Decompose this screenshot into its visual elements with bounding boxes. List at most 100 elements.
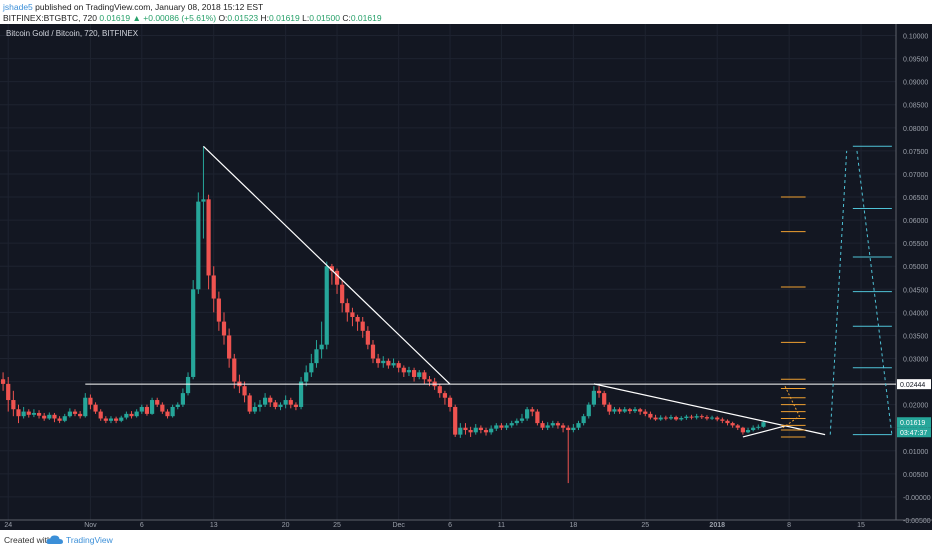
candle-up [494, 425, 499, 429]
candles [0, 146, 766, 484]
candle-down [596, 390, 602, 394]
y-tick-label: 0.03500 [903, 333, 928, 340]
candle-up [406, 370, 412, 373]
descending-trendline [203, 145, 451, 385]
low-label: L: [302, 13, 310, 23]
candle-up [257, 404, 263, 407]
close-label: C: [342, 13, 351, 23]
chart-footer: Created with TradingView [0, 530, 932, 550]
candle-down [566, 427, 571, 431]
candle-down [247, 395, 252, 412]
candle-up [458, 427, 463, 435]
x-tick-label: 24 [4, 522, 12, 529]
candle-down [211, 275, 216, 299]
candle-up [751, 427, 756, 431]
candle-up [119, 417, 124, 421]
candle-down [555, 423, 561, 426]
candle-up [576, 423, 581, 428]
countdown-label: 03:47:37 [900, 430, 927, 437]
projection-dashed-line [829, 150, 848, 435]
candle-down [715, 417, 720, 420]
candle-up [304, 372, 309, 382]
y-tick-label: 0.09500 [903, 57, 928, 64]
candle-down [52, 414, 57, 419]
candle-down [221, 321, 227, 336]
candle-down [442, 393, 448, 398]
high-value: 0.01619 [269, 13, 300, 23]
y-tick-label: 0.10000 [903, 34, 928, 41]
candle-up [519, 418, 525, 421]
y-tick-label: 0.06000 [903, 218, 928, 225]
candle-down [273, 402, 278, 407]
candle-down [72, 411, 78, 414]
candle-down [42, 415, 47, 419]
candle-down [293, 404, 299, 407]
ohlc-line: BITFINEX:BTGBTC, 720 0.01619 ▲ +0.00086 … [3, 13, 382, 23]
candle-down [329, 266, 334, 271]
candle-down [93, 404, 98, 412]
author-link[interactable]: jshade5 [3, 2, 33, 12]
x-tick-label: 11 [498, 522, 505, 529]
candle-down [376, 358, 381, 364]
x-tick-label: 25 [333, 522, 341, 529]
publish-line: jshade5 published on TradingView.com, Ja… [3, 2, 263, 12]
candle-down [57, 418, 62, 421]
countdown-label-bg [897, 427, 931, 438]
candle-down [16, 409, 21, 417]
candle-up [21, 411, 26, 417]
candle-down [663, 417, 668, 419]
candle-up [139, 406, 144, 412]
candle-up [263, 397, 268, 405]
tradingview-brand[interactable]: TradingView [66, 535, 113, 545]
candle-down [6, 383, 11, 401]
chart-background [0, 24, 932, 530]
candle-down [355, 316, 360, 322]
price-chart[interactable]: 0.10000 0.09500 0.09000 0.08500 0.08000 0.075… [0, 24, 932, 530]
candle-down [144, 406, 150, 414]
y-tick-label: 0.00500 [903, 472, 928, 479]
candle-down [725, 420, 730, 424]
candle-down [643, 411, 648, 414]
y-tick-label: 0.08500 [903, 103, 928, 110]
candle-down [11, 400, 16, 410]
descending-trendline [593, 383, 826, 436]
fib-connector [782, 385, 801, 429]
open-label: O: [218, 13, 228, 23]
candle-up [612, 409, 617, 412]
candle-up [581, 416, 586, 424]
candle-down [242, 386, 247, 396]
close-value: 0.01619 [350, 13, 382, 23]
y-tick-label: 0.07000 [903, 172, 928, 179]
candle-up [185, 376, 191, 394]
y-tick-label: 0.07500 [903, 149, 928, 156]
y-tick-label: 0.08000 [903, 126, 928, 133]
candle-down [540, 423, 545, 428]
candle-down [653, 417, 658, 420]
x-tick-label: 15 [857, 522, 865, 529]
candle-down [411, 370, 417, 377]
y-tick-label: 0.05500 [903, 241, 928, 248]
candle-up [31, 412, 37, 415]
y-tick-label: 0.03000 [903, 357, 928, 364]
candle-up [391, 363, 396, 366]
candle-up [679, 418, 684, 420]
candle-down [530, 409, 535, 412]
x-tick-label: 6 [140, 522, 144, 529]
last-price: 0.01619 [99, 13, 131, 23]
support-price-label-bg [897, 379, 931, 390]
x-tick-label: 18 [569, 522, 577, 529]
candle-up [504, 425, 509, 428]
high-label: H: [260, 13, 270, 23]
candle-down [674, 417, 679, 420]
y-tick-label: 0.01000 [903, 449, 928, 456]
candle-down [396, 363, 401, 368]
candle-up [694, 416, 699, 418]
y-tick-label: 0.04000 [903, 310, 928, 317]
candle-down [360, 321, 365, 331]
candle-down [0, 379, 6, 384]
candle-up [175, 404, 180, 407]
candle-up [761, 422, 766, 427]
candle-down [103, 418, 108, 421]
candle-down [365, 330, 370, 345]
candle-down [422, 372, 427, 380]
